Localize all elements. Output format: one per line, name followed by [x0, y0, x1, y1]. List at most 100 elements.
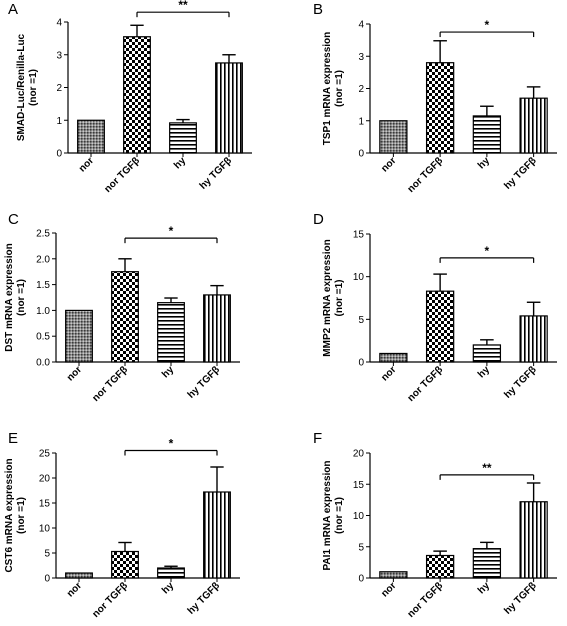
- x-tick-label: nor: [65, 364, 84, 383]
- bar: [472, 548, 502, 579]
- bar: [215, 62, 243, 154]
- x-tick-label: hy: [160, 580, 176, 596]
- panel-label: D: [313, 211, 324, 228]
- x-tick-label: hy: [172, 155, 188, 171]
- y-axis-label: DST mRNA expression: [4, 243, 15, 352]
- panel-label: A: [8, 1, 18, 18]
- bar: [123, 36, 151, 154]
- y-tick-label: 0: [56, 149, 62, 160]
- bar: [65, 309, 93, 363]
- y-tick-label: 2.0: [36, 254, 50, 265]
- y-axis-label: SMAD-Luc/Renilla-Luc: [16, 33, 27, 141]
- bar: [111, 550, 139, 579]
- y-tick-label: 2: [56, 83, 62, 94]
- significance-label: **: [178, 0, 188, 12]
- y-tick-label: 0: [358, 574, 364, 585]
- bar: [203, 491, 231, 579]
- y-axis-label: TSP1 mRNA expression: [322, 32, 333, 146]
- y-tick-label: 3: [358, 52, 364, 63]
- bar: [111, 271, 139, 363]
- y-tick-label: 0: [44, 574, 50, 585]
- y-tick-label: 4: [358, 20, 364, 31]
- x-tick-label: nor: [379, 155, 398, 174]
- x-tick-label: hy TGFβ: [502, 580, 538, 616]
- bar: [379, 120, 408, 154]
- x-tick-label: nor: [65, 580, 84, 599]
- y-tick-label: 15: [39, 499, 51, 510]
- x-tick-label: hy: [160, 364, 176, 380]
- y-tick-label: 15: [353, 230, 365, 241]
- y-tick-label: 25: [39, 449, 51, 460]
- y-tick-label: 15: [353, 480, 365, 491]
- x-tick-label: nor: [379, 364, 398, 383]
- panel-label: E: [8, 430, 18, 447]
- bar: [379, 352, 408, 363]
- y-tick-label: 0: [358, 358, 364, 369]
- chart-panel-e: E CST6 mRNA expression (nor =1) 0 5 10 15 20 25 n…: [4, 430, 240, 620]
- significance-label: *: [485, 18, 490, 32]
- bar: [203, 294, 231, 363]
- x-tick-label: nor TGFβ: [406, 155, 446, 195]
- bar: [379, 571, 408, 579]
- bar: [77, 119, 105, 154]
- y-tick-label: 2.5: [36, 229, 50, 240]
- x-tick-label: hy: [476, 155, 492, 171]
- panel-label: C: [8, 211, 19, 228]
- x-tick-label: nor: [77, 155, 96, 174]
- significance-label: *: [169, 224, 174, 238]
- significance-label: **: [482, 461, 492, 475]
- chart-panel-d: D MMP2 mRNA expression (nor =1) 0 5 10 15 nor no…: [313, 211, 557, 404]
- y-tick-label: 5: [44, 549, 50, 560]
- bar: [157, 567, 185, 579]
- chart-panel-f: F PAI1 mRNA expression (nor =1) 0 5 10 15 20 nor…: [313, 430, 557, 620]
- bar: [472, 115, 502, 154]
- x-tick-label: hy: [476, 364, 492, 380]
- y-axis-label: (nor =1): [28, 69, 39, 106]
- x-tick-label: hy TGFβ: [502, 364, 538, 400]
- y-tick-label: 1: [56, 116, 62, 127]
- x-tick-label: hy TGFβ: [186, 580, 222, 616]
- chart-panel-c: C DST mRNA expression (nor =1) 0.0 0.5 1.0 1.5…: [4, 211, 240, 404]
- bar: [157, 302, 185, 363]
- chart-panel-b: B TSP1 mRNA expression (nor =1) 0 1 2 3 4 nor nor…: [313, 1, 557, 195]
- bar: [425, 554, 455, 579]
- x-tick-label: hy TGFβ: [198, 155, 234, 191]
- y-tick-label: 10: [353, 272, 365, 283]
- x-tick-label: nor: [379, 580, 398, 599]
- panel-label: B: [313, 1, 323, 18]
- bar: [519, 315, 548, 363]
- y-tick-label: 3: [56, 50, 62, 61]
- y-axis-label: PAI1 mRNA expression: [322, 460, 333, 570]
- y-tick-label: 1.0: [36, 306, 50, 317]
- y-tick-label: 0.5: [36, 332, 50, 343]
- y-axis-label: MMP2 mRNA expression: [322, 239, 333, 356]
- y-tick-label: 5: [358, 542, 364, 553]
- y-tick-label: 10: [39, 524, 51, 535]
- y-tick-label: 0: [358, 149, 364, 160]
- y-tick-label: 20: [39, 474, 51, 485]
- y-tick-label: 5: [358, 315, 364, 326]
- x-tick-label: hy TGFβ: [502, 155, 538, 191]
- bar: [65, 572, 93, 579]
- panel-label: F: [313, 430, 322, 447]
- x-tick-label: nor TGFβ: [103, 155, 143, 195]
- chart-panel-a: A SMAD-Luc/Renilla-Luc (nor =1) 0 1 2 3 4 nor nor…: [8, 0, 252, 195]
- x-tick-label: nor TGFβ: [91, 580, 131, 620]
- x-tick-label: hy: [476, 580, 492, 596]
- x-tick-label: nor TGFβ: [406, 580, 446, 620]
- x-tick-label: nor TGFβ: [91, 364, 131, 404]
- bar: [169, 122, 197, 154]
- x-tick-label: nor TGFβ: [406, 364, 446, 404]
- bar: [472, 344, 502, 363]
- y-tick-label: 2: [358, 84, 364, 95]
- y-tick-label: 20: [353, 449, 365, 460]
- significance-label: *: [485, 244, 490, 258]
- bar: [425, 62, 455, 154]
- y-tick-label: 4: [56, 18, 62, 29]
- significance-label: *: [169, 437, 174, 451]
- y-axis-label: CST6 mRNA expression: [4, 458, 15, 572]
- y-axis-label: (nor =1): [334, 280, 345, 317]
- bar: [425, 290, 455, 363]
